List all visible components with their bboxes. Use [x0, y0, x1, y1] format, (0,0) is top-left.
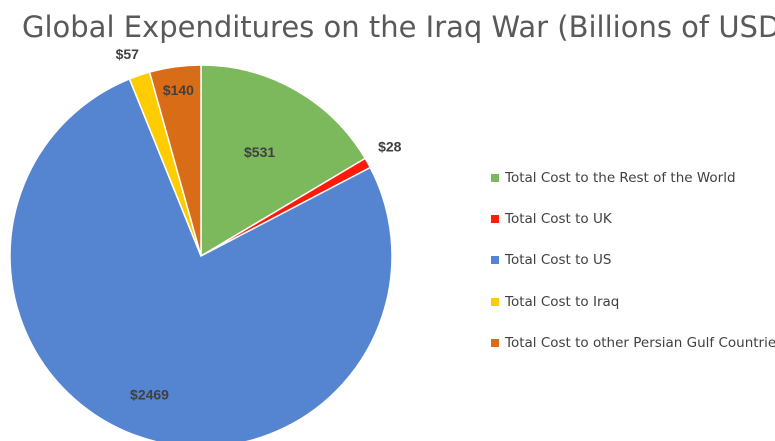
legend-swatch [491, 297, 499, 306]
legend-label: Total Cost to the Rest of the World [505, 169, 736, 186]
legend-item: Total Cost to Iraq [491, 281, 775, 322]
legend-item: Total Cost to US [491, 240, 775, 281]
legend-label: Total Cost to Iraq [505, 293, 620, 310]
data-label: $531 [244, 144, 275, 160]
legend-swatch [491, 215, 499, 224]
legend-label: Total Cost to other Persian Gulf Countri… [505, 335, 775, 352]
pie-slice [148, 64, 202, 257]
legend-swatch [491, 339, 499, 348]
legend-item: Total Cost to other Persian Gulf Countri… [491, 323, 775, 364]
legend-item: Total Cost to the Rest of the World [491, 157, 775, 198]
data-label: $2469 [130, 387, 169, 403]
pie-slice [9, 77, 393, 441]
data-label: $28 [378, 139, 402, 155]
legend-label: Total Cost to UK [505, 211, 612, 228]
legend: Total Cost to the Rest of the World Total… [491, 157, 775, 364]
pie-slice [200, 64, 367, 258]
legend-item: Total Cost to UK [491, 198, 775, 239]
legend-swatch [491, 256, 499, 265]
legend-label: Total Cost to US [505, 252, 612, 269]
data-label: $140 [163, 82, 194, 98]
legend-swatch [491, 173, 499, 182]
chart-title: Global Expenditures on the Iraq War (Bil… [22, 10, 775, 44]
data-label: $57 [116, 46, 140, 62]
